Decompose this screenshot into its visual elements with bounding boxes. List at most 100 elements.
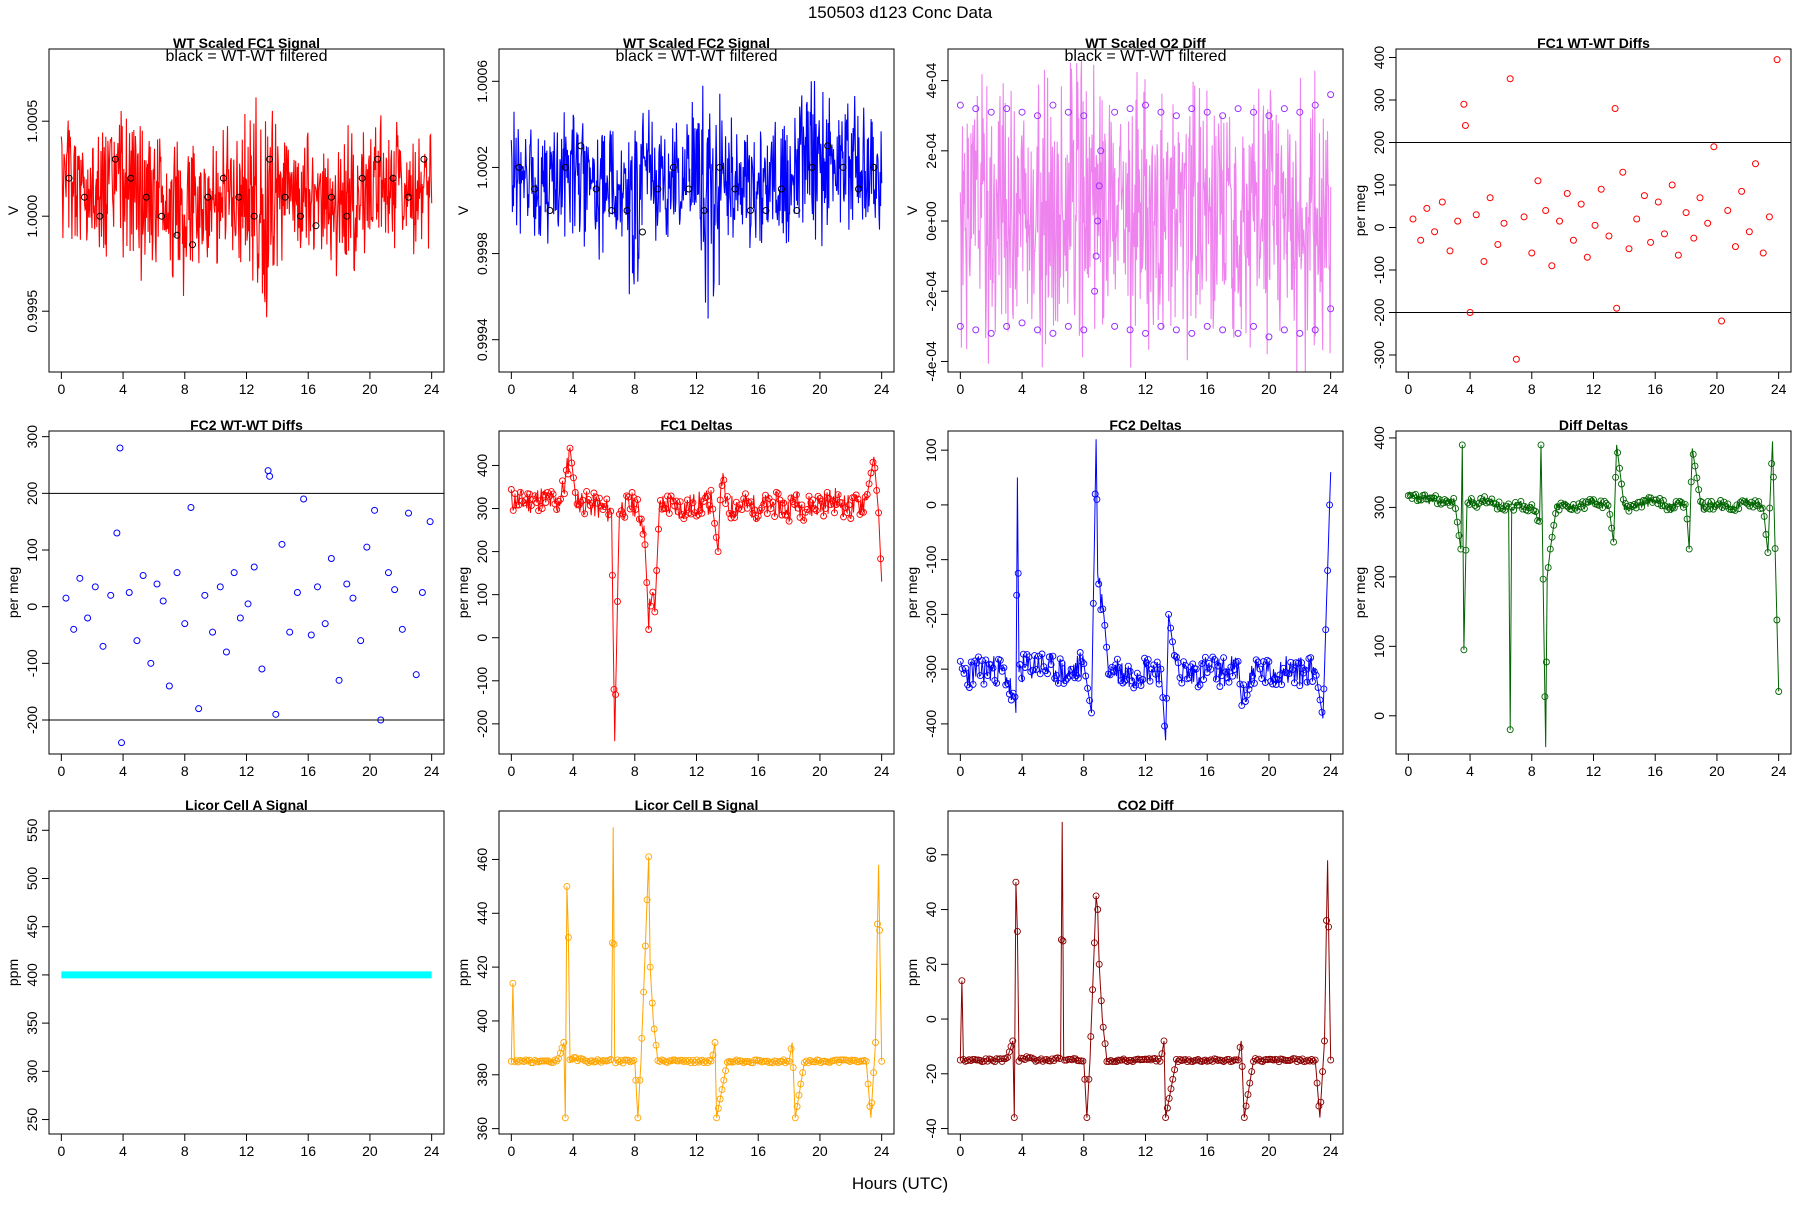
y-tick-label: -200 [923,600,939,628]
x-axis: 0 4 8 12 16 20 24 [507,372,890,397]
data-point [1591,221,1599,229]
data-point [1167,1085,1175,1093]
data-point [662,504,670,512]
data-point [1446,247,1454,255]
data-point [535,507,543,515]
data-point [1627,502,1635,509]
data-point [969,680,977,688]
data-point [778,1058,786,1065]
data-point [840,513,847,521]
data-point [307,631,315,639]
y-tick-label: 200 [1371,565,1387,589]
data-point [638,228,646,236]
x-tick-label: 16 [750,381,766,397]
data-point [1161,722,1169,730]
data-point [731,514,739,522]
data-point [1435,495,1443,503]
data-point [1433,500,1441,508]
data-point [561,1114,569,1122]
data-point [1323,917,1330,924]
y-tick-label: -400 [923,710,939,738]
y-tick-label: 400 [474,454,490,478]
data-point [783,511,791,519]
data-point [1265,333,1273,341]
y-tick-label: 300 [474,497,490,521]
data-point [872,1039,879,1046]
data-point [722,1067,730,1075]
data-point [96,212,104,220]
data-point [529,495,537,503]
data-point [1542,658,1550,666]
data-point [515,163,523,171]
data-point [1537,441,1545,449]
signal-trace [510,80,883,319]
data-point [774,490,782,498]
data-point [707,1057,715,1065]
data-point [1311,1056,1319,1064]
data-point [774,1059,782,1067]
data-point [173,231,181,239]
signal-trace [959,60,1332,372]
data-point [1250,108,1258,116]
data-point [1089,986,1097,994]
data-point [634,1114,642,1122]
data-point [1003,322,1011,330]
data-point [740,495,748,503]
data-point [1121,677,1129,685]
data-point [62,594,70,602]
data-point [792,491,800,499]
plot-area [510,80,883,319]
data-point [1095,580,1103,588]
x-axis: 0 4 8 12 16 20 24 [956,1134,1339,1159]
x-tick-label: 16 [300,1143,316,1159]
data-point [555,498,563,505]
x-tick-label: 12 [689,381,705,397]
data-point [1142,329,1149,337]
data-point [667,492,675,500]
data-point [1280,105,1288,113]
y-tick-label: -200 [474,710,490,738]
data-point [1229,672,1237,680]
data-point [384,569,392,577]
y-tick-label: -100 [923,545,939,573]
data-point [1667,505,1675,513]
data-point [825,495,833,502]
panel-title: CO2 Diff [1118,797,1174,813]
data-point [995,655,1002,663]
data-point [1597,185,1605,193]
data-point [1074,674,1082,682]
data-point [632,1076,640,1084]
data-point [1689,450,1697,458]
data-point [1586,495,1594,503]
data-point [1693,474,1701,482]
y-axis: 360 380 400 420 440 460 [474,848,499,1140]
data-point [272,710,280,718]
data-point [1157,322,1165,330]
data-point [1057,936,1065,944]
y-axis: -40 -20 0 20 40 60 [923,847,948,1139]
x-tick-label: 12 [1586,381,1602,397]
data-point [723,493,731,501]
data-point [1773,56,1781,64]
data-point [1278,681,1286,689]
data-point [1180,658,1188,666]
data-point [1234,1056,1242,1064]
panel-title: Licor Cell B Signal [635,797,759,813]
data-point [1737,498,1744,506]
y-tick-label: 100 [1371,634,1387,658]
data-point [1099,605,1107,613]
data-point [1034,652,1042,660]
data-point [1674,251,1682,259]
data-point [533,499,541,507]
data-point [107,591,115,599]
data-point [1241,698,1249,705]
data-point [720,1076,728,1084]
x-axis: 0 4 8 12 16 20 24 [956,754,1339,779]
data-point [1747,498,1755,506]
x-tick-label: 0 [507,763,515,779]
data-point [1473,503,1481,511]
data-point [793,1103,801,1110]
data-point [978,657,986,665]
data-point [559,477,566,485]
